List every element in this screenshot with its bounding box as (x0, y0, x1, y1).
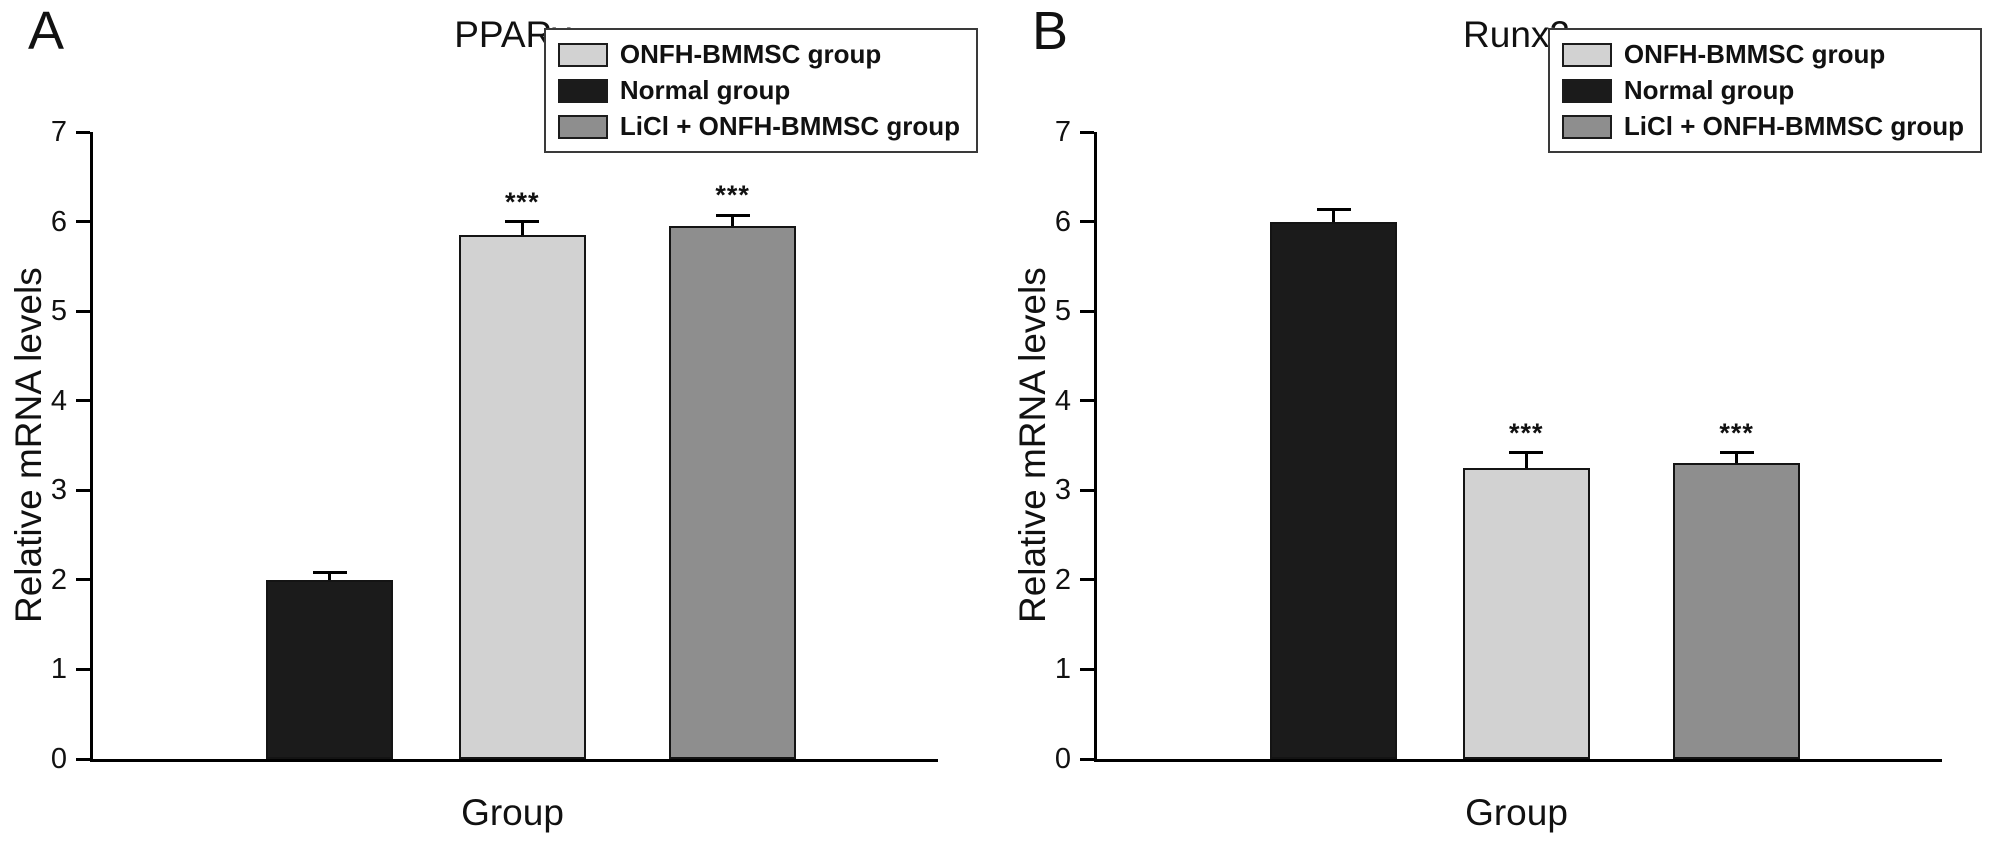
legend-swatch-icon (1561, 78, 1612, 103)
y-tick-mark (76, 309, 90, 313)
panel-label: B (1032, 1, 1069, 61)
legend-swatch-icon (557, 42, 608, 67)
error-bar-stem (1735, 452, 1739, 464)
legend-label: LiCl + ONFH-BMMSC group (1623, 111, 1964, 141)
bar (458, 235, 586, 759)
significance-stars: *** (1719, 417, 1754, 448)
legend-item: Normal group (557, 75, 960, 106)
significance-stars: *** (504, 186, 540, 217)
y-tick-mark (1080, 667, 1094, 671)
bar (1462, 467, 1590, 759)
y-tick-label: 5 (1054, 295, 1071, 328)
y-tick-label: 7 (50, 116, 67, 148)
panel-a: A PPARγ ONFH-BMMSC group Normal group LiCl… (8, 1, 978, 833)
x-axis-label: Group (1465, 792, 1568, 833)
y-tick-label: 1 (1054, 653, 1071, 686)
legend: ONFH-BMMSC group Normal group LiCl + ONFH-… (1547, 28, 1982, 153)
y-tick-label: 3 (1054, 474, 1071, 507)
y-tick-mark (1080, 130, 1094, 134)
y-tick-mark (1080, 578, 1094, 582)
y-tick-mark (76, 130, 90, 134)
legend-label: Normal group (1623, 75, 1795, 105)
y-tick-mark (76, 757, 90, 761)
legend: ONFH-BMMSC group Normal group LiCl + ONFH-… (543, 28, 978, 153)
bar (1270, 221, 1397, 759)
y-tick-label: 2 (1054, 563, 1071, 596)
legend-item: ONFH-BMMSC group (1561, 39, 1964, 70)
error-bar-cap (312, 571, 347, 575)
legend-item: Normal group (1561, 75, 1964, 106)
x-axis-label: Group (461, 792, 564, 833)
error-bar-cap (505, 220, 540, 224)
legend-label: ONFH-BMMSC group (1623, 39, 1886, 69)
bar (669, 226, 797, 759)
y-tick-mark (1080, 488, 1094, 492)
error-bar-stem (520, 221, 524, 236)
y-tick-label: 0 (1054, 743, 1071, 775)
plot-area: 0 1 2 3 4 5 6 7 *** *** (1055, 116, 1942, 775)
error-bar-stem (328, 572, 332, 580)
error-bar-stem (1524, 452, 1528, 468)
legend-item: ONFH-BMMSC group (557, 39, 960, 70)
legend-swatch-icon (557, 114, 608, 139)
y-tick-label: 6 (50, 205, 67, 238)
y-tick-mark (76, 488, 90, 492)
legend-label: Normal group (619, 75, 791, 105)
error-bar-cap (715, 213, 750, 217)
y-tick-label: 1 (50, 653, 67, 686)
error-bar-cap (1719, 451, 1754, 455)
significance-stars: *** (1508, 417, 1544, 448)
legend-label: ONFH-BMMSC group (619, 39, 882, 69)
y-tick-label: 4 (50, 384, 67, 417)
y-tick-mark (1080, 757, 1094, 761)
error-bar-cap (1316, 208, 1351, 212)
y-tick-mark (1080, 220, 1094, 224)
error-bar-stem (731, 215, 735, 227)
y-tick-mark (76, 399, 90, 403)
legend-swatch-icon (1561, 42, 1612, 67)
plot-area: 0 1 2 3 4 5 6 7 *** *** (51, 116, 938, 775)
y-tick-mark (76, 667, 90, 671)
y-tick-label: 0 (50, 743, 67, 775)
legend-item: LiCl + ONFH-BMMSC group (1561, 111, 1964, 142)
error-bar-cap (1509, 451, 1544, 455)
legend-swatch-icon (557, 78, 608, 103)
error-bar-stem (1332, 209, 1336, 222)
significance-stars: *** (715, 180, 750, 211)
y-tick-mark (76, 220, 90, 224)
y-tick-label: 3 (50, 474, 67, 507)
y-tick-label: 5 (50, 295, 67, 328)
legend-swatch-icon (1561, 114, 1612, 139)
bar (266, 579, 393, 759)
bar (1673, 463, 1801, 759)
y-tick-label: 4 (1054, 384, 1071, 417)
y-tick-label: 7 (1054, 116, 1071, 148)
legend-label: LiCl + ONFH-BMMSC group (619, 111, 960, 141)
y-tick-label: 2 (50, 563, 67, 596)
legend-item: LiCl + ONFH-BMMSC group (557, 111, 960, 142)
panel-b: B Runx2 ONFH-BMMSC group Normal group LiCl… (1004, 0, 2008, 853)
y-tick-label: 6 (1054, 205, 1071, 238)
y-tick-mark (1080, 399, 1094, 403)
y-tick-mark (1080, 309, 1094, 313)
y-tick-mark (76, 578, 90, 582)
panel-label: A (28, 1, 65, 61)
